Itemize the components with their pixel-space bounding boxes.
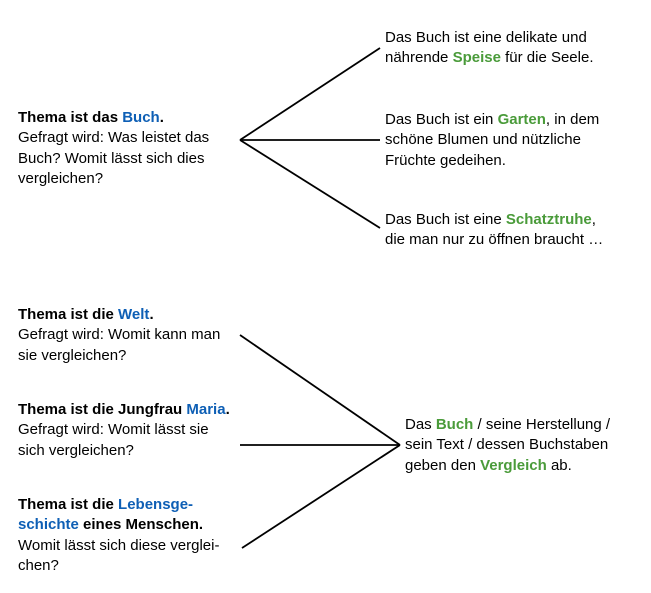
section1-left: Thema ist das Buch. Gefragt wird: Was le… (18, 108, 243, 189)
s2l3-title-l2: schichte eines Menschen. (18, 515, 248, 535)
s1-title-suffix: . (160, 109, 164, 126)
section2-right: Das Buch / seine Herstellung / sein Text… (405, 415, 645, 476)
section2-left1: Thema ist die Welt. Gefragt wird: Womit … (18, 305, 243, 366)
s2r-l3: geben den Vergleich ab. (405, 456, 645, 476)
s2l3-tp: Thema ist die (18, 496, 118, 513)
s1r1-l2key: Speise (453, 49, 501, 66)
s2l1-tp: Thema ist die (18, 306, 118, 323)
s1-title-prefix: Thema ist das (18, 109, 122, 126)
s2l2-l3: sich vergleichen? (18, 441, 243, 461)
s2l1-l2: Gefragt wird: Womit kann man (18, 325, 243, 345)
s1-left-l2: Gefragt wird: Was leistet das (18, 128, 243, 148)
s2l1-title: Thema ist die Welt. (18, 305, 243, 325)
s2r-l3a: geben den (405, 457, 480, 474)
s1r2-l1: Das Buch ist ein Garten, in dem (385, 110, 635, 130)
s2l2-l2: Gefragt wird: Womit lässt sie (18, 420, 243, 440)
s1-left-l3: Buch? Womit lässt sich dies (18, 149, 243, 169)
s1-left-l4: vergleichen? (18, 169, 243, 189)
s1r2-l1a: Das Buch ist ein (385, 111, 498, 128)
section1-right1: Das Buch ist eine delikate und nährende … (385, 28, 635, 69)
s2l1-ts: . (149, 306, 153, 323)
s1r2-l3: Früchte gedeihen. (385, 151, 635, 171)
s2l1-tk: Welt (118, 306, 149, 323)
section1-right2: Das Buch ist ein Garten, in dem schöne B… (385, 110, 635, 171)
s1r2-l1key: Garten (498, 111, 546, 128)
s2l3-tk2: schichte (18, 516, 79, 533)
s1-title-key: Buch (122, 109, 160, 126)
s1r1-l2: nährende Speise für die Seele. (385, 48, 635, 68)
s1r1-l2b: für die Seele. (501, 49, 594, 66)
s2r-l3b: ab. (547, 457, 572, 474)
s2r-l1key: Buch (436, 416, 474, 433)
s2r-l3key: Vergleich (480, 457, 547, 474)
s2l2-tp: Thema ist die Jungfrau (18, 401, 186, 418)
s2l3-title-l1: Thema ist die Lebensge- (18, 495, 248, 515)
s2l1-l3: sie vergleichen? (18, 346, 243, 366)
s1r3-l1: Das Buch ist eine Schatztruhe, (385, 210, 645, 230)
section2-left3: Thema ist die Lebensge- schichte eines M… (18, 495, 248, 576)
s1r3-l1a: Das Buch ist eine (385, 211, 506, 228)
section1-right3: Das Buch ist eine Schatztruhe, die man n… (385, 210, 645, 251)
s1r3-l1key: Schatztruhe (506, 211, 592, 228)
s1-left-title: Thema ist das Buch. (18, 108, 243, 128)
diagram-root: Thema ist das Buch. Gefragt wird: Was le… (0, 0, 651, 593)
s2r-l1: Das Buch / seine Herstellung / (405, 415, 645, 435)
s2l2-ts: . (226, 401, 230, 418)
s1r3-l2: die man nur zu öffnen braucht … (385, 230, 645, 250)
s2r-l1a: Das (405, 416, 436, 433)
s1r3-l1b: , (592, 211, 596, 228)
s2r-l1b: / seine Herstellung / (473, 416, 610, 433)
s1r1-l1: Das Buch ist eine delikate und (385, 28, 635, 48)
section2-left2: Thema ist die Jungfrau Maria. Gefragt wi… (18, 400, 243, 461)
s2l3-l4: chen? (18, 556, 248, 576)
s2r-l2: sein Text / dessen Buchstaben (405, 435, 645, 455)
s2l3-t2s: eines Menschen. (79, 516, 203, 533)
s2l3-l3: Womit lässt sich diese verglei- (18, 536, 248, 556)
s1r2-l2: schöne Blumen und nützliche (385, 130, 635, 150)
s2l2-title: Thema ist die Jungfrau Maria. (18, 400, 243, 420)
s2l2-tk: Maria (186, 401, 225, 418)
s1r2-l1b: , in dem (546, 111, 599, 128)
s2l3-tk1: Lebensge- (118, 496, 193, 513)
s1r1-l2a: nährende (385, 49, 453, 66)
